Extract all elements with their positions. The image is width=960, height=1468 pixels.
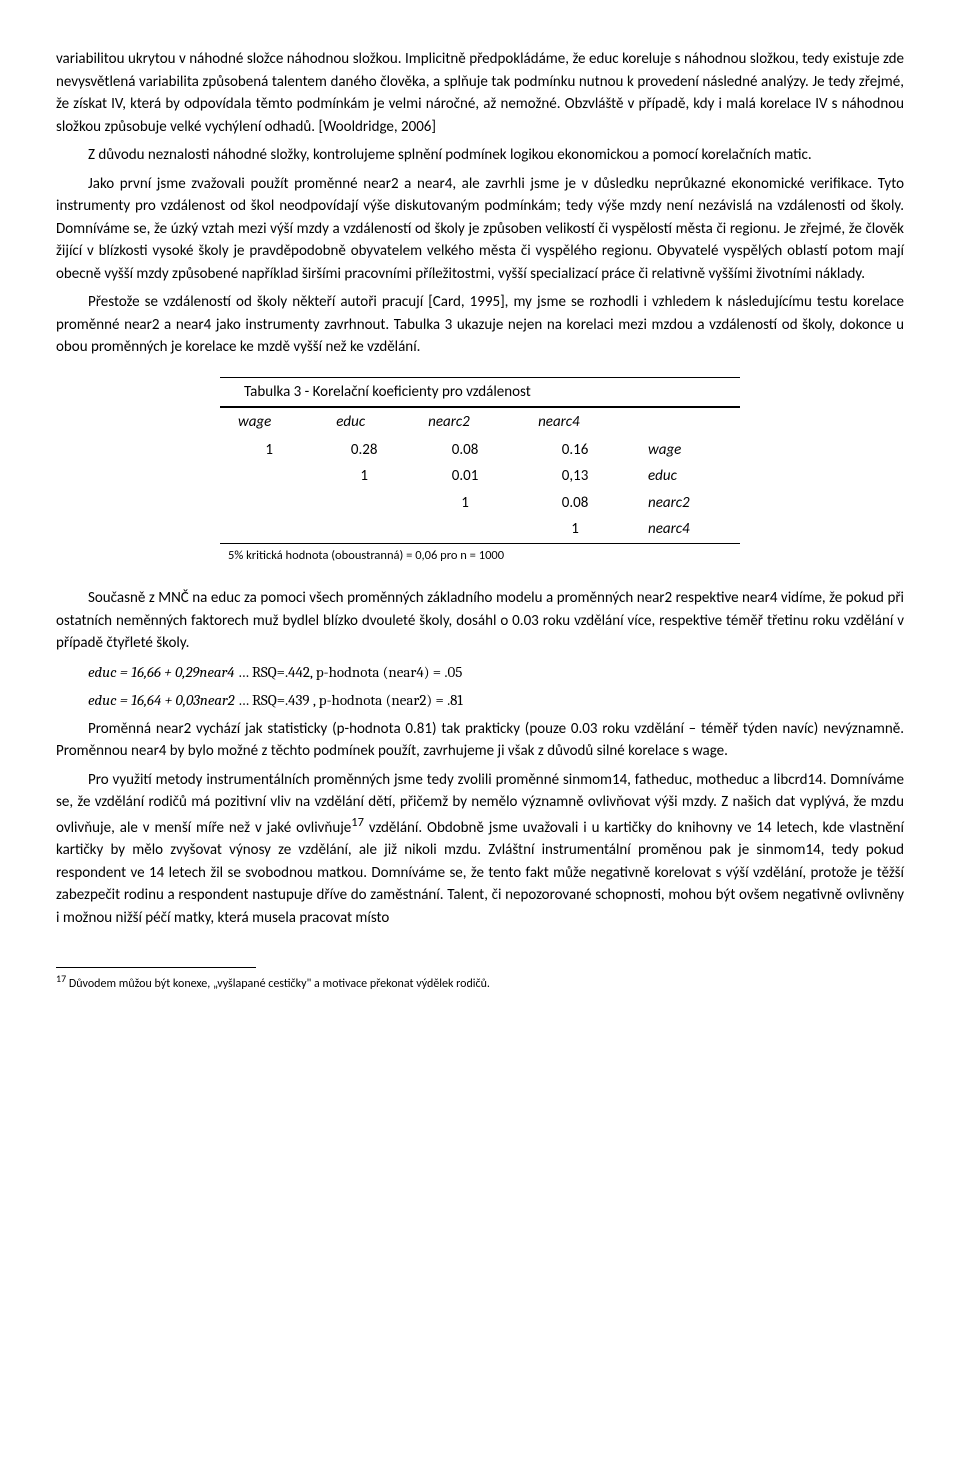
paragraph-2: Z důvodu neznalosti náhodné složky, kont… bbox=[56, 144, 904, 167]
col-header: educ bbox=[318, 408, 410, 437]
cell bbox=[410, 516, 520, 543]
correlation-table: wage educ nearc2 nearc4 1 0.28 0.08 0.16… bbox=[220, 407, 740, 544]
footnote-ref: 17 bbox=[351, 815, 364, 830]
footnote-text: Důvodem můžou být konexe, „vyšlapané ces… bbox=[66, 977, 490, 991]
paragraph-7: Pro využití metody instrumentálních prom… bbox=[56, 769, 904, 930]
footnote-rule bbox=[56, 967, 256, 968]
row-label: nearc4 bbox=[630, 516, 740, 543]
footnote-17: 17 Důvodem můžou být konexe, „vyšlapané … bbox=[56, 972, 904, 993]
footnote-number: 17 bbox=[56, 972, 66, 985]
cell: 1 bbox=[410, 490, 520, 517]
eq-lhs: educ = 16,66 + 0,29near4 bbox=[88, 663, 234, 681]
cell: 0,13 bbox=[520, 463, 630, 490]
col-header: nearc4 bbox=[520, 408, 630, 437]
paragraph-5: Současně z MNČ na educ za pomoci všech p… bbox=[56, 587, 904, 655]
eq-rhs: … RSQ=.439 , p-hodnota (near2) = .81 bbox=[235, 691, 463, 709]
equation-2: educ = 16,64 + 0,03near2 … RSQ=.439 , p-… bbox=[88, 689, 904, 712]
cell bbox=[318, 516, 410, 543]
table-note: 5% kritická hodnota (oboustranná) = 0,06… bbox=[220, 544, 740, 566]
cell bbox=[220, 490, 318, 517]
cell: 1 bbox=[318, 463, 410, 490]
cell: 0.08 bbox=[520, 490, 630, 517]
paragraph-1: variabilitou ukrytou v náhodné složce ná… bbox=[56, 48, 904, 138]
cell: 0.16 bbox=[520, 437, 630, 464]
equation-1: educ = 16,66 + 0,29near4 … RSQ=.442, p-h… bbox=[88, 661, 904, 684]
cell: 0.01 bbox=[410, 463, 520, 490]
eq-rhs: … RSQ=.442, p-hodnota (near4) = .05 bbox=[234, 663, 462, 681]
col-header: wage bbox=[220, 408, 318, 437]
cell: 0.28 bbox=[318, 437, 410, 464]
paragraph-3: Jako první jsme zvažovali použít proměnn… bbox=[56, 173, 904, 286]
table-3: Tabulka 3 - Korelační koeficienty pro vz… bbox=[220, 377, 740, 566]
row-label: wage bbox=[630, 437, 740, 464]
paragraph-4: Přestože se vzdáleností od školy někteří… bbox=[56, 291, 904, 359]
eq-lhs: educ = 16,64 + 0,03near2 bbox=[88, 691, 235, 709]
cell: 1 bbox=[220, 437, 318, 464]
table-title: Tabulka 3 - Korelační koeficienty pro vz… bbox=[220, 377, 740, 408]
row-label: nearc2 bbox=[630, 490, 740, 517]
row-label: educ bbox=[630, 463, 740, 490]
cell bbox=[220, 463, 318, 490]
cell: 0.08 bbox=[410, 437, 520, 464]
cell bbox=[318, 490, 410, 517]
paragraph-6: Proměnná near2 vychází jak statisticky (… bbox=[56, 718, 904, 763]
col-header: nearc2 bbox=[410, 408, 520, 437]
cell: 1 bbox=[520, 516, 630, 543]
cell bbox=[220, 516, 318, 543]
